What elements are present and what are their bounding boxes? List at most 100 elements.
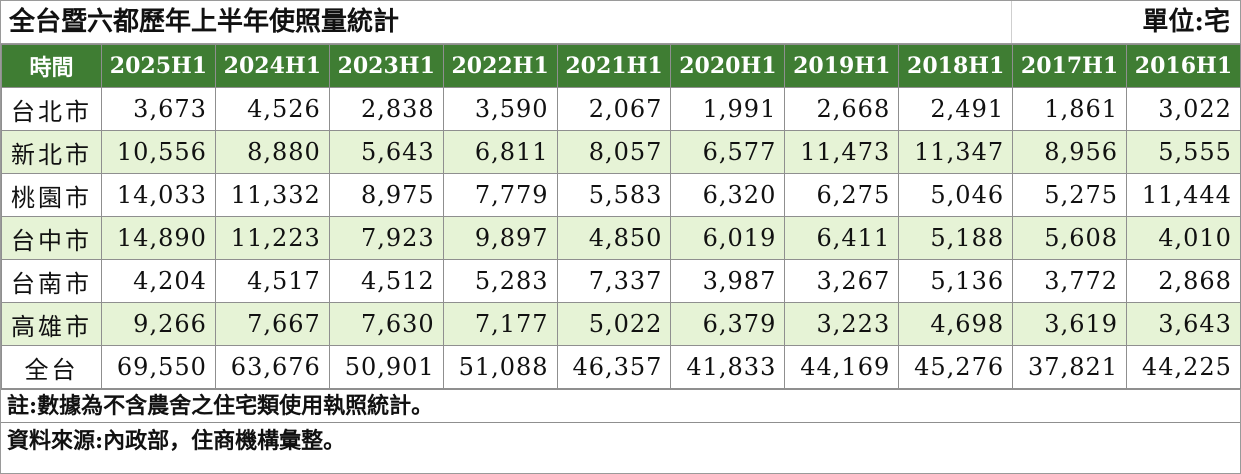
value-cell: 14,890: [101, 216, 216, 260]
value-cell: 6,019: [670, 216, 786, 260]
value-cell: 11,444: [1126, 173, 1241, 217]
value-cell: 6,411: [784, 216, 900, 260]
value-cell: 1,861: [1012, 87, 1128, 131]
row-label: 高雄市: [1, 302, 102, 346]
data-source: 資料來源:內政部，住商機構彙整。: [1, 422, 1240, 459]
value-cell: 6,320: [670, 173, 786, 217]
value-cell: 7,177: [442, 302, 558, 346]
value-cell: 11,332: [214, 173, 330, 217]
value-cell: 2,868: [1126, 259, 1241, 303]
header-period: 時間: [1, 44, 102, 88]
value-cell: 1,991: [670, 87, 786, 131]
value-cell: 8,880: [214, 130, 330, 174]
value-cell: 11,347: [898, 130, 1014, 174]
header-year: 2019H1: [784, 44, 900, 88]
header-year: 2025H1: [101, 44, 216, 88]
value-cell: 7,923: [328, 216, 444, 260]
value-cell: 14,033: [101, 173, 216, 217]
value-cell: 11,223: [214, 216, 330, 260]
title-row: 全台暨六都歷年上半年使照量統計 單位:宅: [1, 1, 1240, 44]
value-cell: 3,643: [1126, 302, 1241, 346]
value-cell: 50,901: [328, 345, 444, 389]
value-cell: 4,698: [898, 302, 1014, 346]
value-cell: 5,275: [1012, 173, 1128, 217]
table-row: 台北市 3,673 4,526 2,838 3,590 2,067 1,991 2,668 2,…: [1, 87, 1241, 131]
value-cell: 11,473: [784, 130, 900, 174]
value-cell: 5,283: [442, 259, 558, 303]
value-cell: 5,555: [1126, 130, 1241, 174]
header-year: 2021H1: [556, 44, 672, 88]
value-cell: 2,668: [784, 87, 900, 131]
value-cell: 8,057: [556, 130, 672, 174]
value-cell: 5,136: [898, 259, 1014, 303]
value-cell: 63,676: [214, 345, 330, 389]
table-row: 高雄市 9,266 7,667 7,630 7,177 5,022 6,379 3,223 4,…: [1, 302, 1241, 346]
row-label: 桃園市: [1, 173, 102, 217]
table-row: 台中市 14,890 11,223 7,923 9,897 4,850 6,019 6,411…: [1, 216, 1241, 260]
value-cell: 7,630: [328, 302, 444, 346]
total-row: 全台 69,550 63,676 50,901 51,088 46,357 41,833 44…: [1, 345, 1241, 389]
header-year: 2018H1: [898, 44, 1014, 88]
value-cell: 45,276: [898, 345, 1014, 389]
value-cell: 7,779: [442, 173, 558, 217]
value-cell: 10,556: [101, 130, 216, 174]
value-cell: 5,583: [556, 173, 672, 217]
value-cell: 44,225: [1126, 345, 1241, 389]
value-cell: 3,673: [101, 87, 216, 131]
footnote: 註:數據為不含農舍之住宅類使用執照統計。: [1, 389, 1240, 422]
header-row: 時間 2025H1 2024H1 2023H1 2022H1 2021H1 2020H1 20…: [1, 44, 1241, 88]
row-label: 全台: [1, 345, 102, 389]
value-cell: 6,275: [784, 173, 900, 217]
value-cell: 3,267: [784, 259, 900, 303]
value-cell: 8,975: [328, 173, 444, 217]
value-cell: 2,067: [556, 87, 672, 131]
row-label: 台中市: [1, 216, 102, 260]
value-cell: 9,897: [442, 216, 558, 260]
table-row: 新北市 10,556 8,880 5,643 6,811 8,057 6,577 11,473…: [1, 130, 1241, 174]
value-cell: 3,619: [1012, 302, 1128, 346]
value-cell: 6,577: [670, 130, 786, 174]
value-cell: 3,022: [1126, 87, 1241, 131]
value-cell: 8,956: [1012, 130, 1128, 174]
table-row: 桃園市 14,033 11,332 8,975 7,779 5,583 6,320 6,275…: [1, 173, 1241, 217]
value-cell: 44,169: [784, 345, 900, 389]
value-cell: 4,010: [1126, 216, 1241, 260]
permit-table: 時間 2025H1 2024H1 2023H1 2022H1 2021H1 2020H1 20…: [1, 44, 1241, 389]
row-label: 台北市: [1, 87, 102, 131]
unit-label: 單位:宅: [1142, 7, 1230, 37]
value-cell: 37,821: [1012, 345, 1128, 389]
row-label: 新北市: [1, 130, 102, 174]
header-year: 2020H1: [670, 44, 786, 88]
value-cell: 2,838: [328, 87, 444, 131]
sheet-title: 全台暨六都歷年上半年使照量統計: [1, 1, 1012, 43]
header-year: 2024H1: [214, 44, 330, 88]
value-cell: 6,811: [442, 130, 558, 174]
header-year: 2022H1: [442, 44, 558, 88]
header-year: 2016H1: [1126, 44, 1241, 88]
value-cell: 5,643: [328, 130, 444, 174]
value-cell: 3,590: [442, 87, 558, 131]
value-cell: 7,667: [214, 302, 330, 346]
value-cell: 5,046: [898, 173, 1014, 217]
value-cell: 3,772: [1012, 259, 1128, 303]
value-cell: 3,223: [784, 302, 900, 346]
value-cell: 4,850: [556, 216, 672, 260]
value-cell: 51,088: [442, 345, 558, 389]
value-cell: 5,022: [556, 302, 672, 346]
table-body: 台北市 3,673 4,526 2,838 3,590 2,067 1,991 2,668 2,…: [1, 87, 1241, 389]
value-cell: 4,512: [328, 259, 444, 303]
value-cell: 5,188: [898, 216, 1014, 260]
table-row: 台南市 4,204 4,517 4,512 5,283 7,337 3,987 3,267 5,…: [1, 259, 1241, 303]
header-year: 2023H1: [328, 44, 444, 88]
value-cell: 7,337: [556, 259, 672, 303]
header-year: 2017H1: [1012, 44, 1128, 88]
value-cell: 5,608: [1012, 216, 1128, 260]
value-cell: 6,379: [670, 302, 786, 346]
row-label: 台南市: [1, 259, 102, 303]
value-cell: 3,987: [670, 259, 786, 303]
value-cell: 46,357: [556, 345, 672, 389]
value-cell: 41,833: [670, 345, 786, 389]
value-cell: 2,491: [898, 87, 1014, 131]
value-cell: 4,204: [101, 259, 216, 303]
